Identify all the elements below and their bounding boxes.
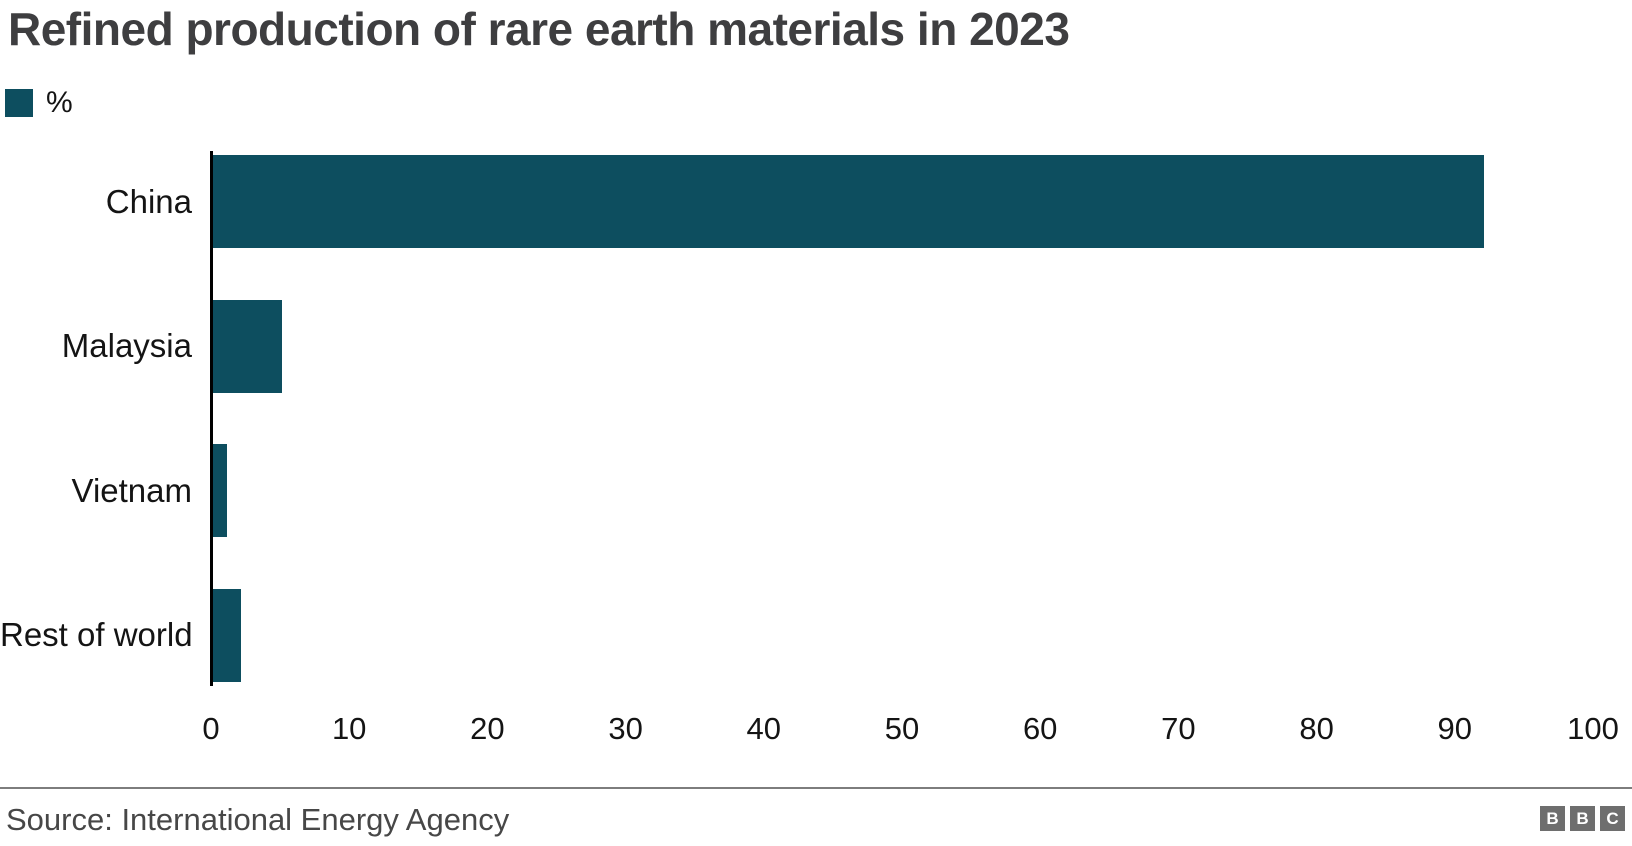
- bbc-logo-letter: C: [1600, 806, 1625, 831]
- chart-title: Refined production of rare earth materia…: [8, 3, 1070, 55]
- bar-category-label: Rest of world: [0, 616, 193, 653]
- bar-malaysia: [213, 299, 283, 393]
- x-axis-tick-label: 90: [1437, 711, 1473, 746]
- x-axis-tick-label: 40: [746, 711, 782, 746]
- x-axis-tick-label: 0: [202, 711, 220, 746]
- bar-category-label: Malaysia: [61, 327, 192, 364]
- bar-china: [213, 155, 1485, 248]
- x-axis-tick-label: 60: [1022, 711, 1058, 746]
- bbc-logo-letter: B: [1570, 806, 1595, 831]
- bar-category-label: Vietnam: [71, 471, 192, 509]
- legend: %: [5, 86, 73, 120]
- x-axis-tick-label: 30: [608, 711, 643, 746]
- y-axis-line: [210, 151, 213, 686]
- footer-divider: [0, 787, 1632, 789]
- bar-rest-of-world: [213, 588, 241, 682]
- x-axis-tick-label: 50: [884, 711, 920, 746]
- bar-vietnam: [213, 444, 227, 537]
- x-axis-tick-label: 80: [1299, 711, 1334, 746]
- source-text: Source: International Energy Agency: [6, 802, 510, 837]
- bar-category-label: China: [105, 182, 192, 220]
- x-axis-tick-label: 10: [331, 711, 367, 746]
- bbc-logo-letter: B: [1540, 806, 1565, 831]
- x-axis-tick-label: 70: [1161, 711, 1196, 746]
- plot-area: China Malaysia Vietnam Rest of world 0 10 20 30…: [0, 151, 1619, 746]
- legend-label: %: [46, 86, 73, 119]
- x-axis-tick-label: 100: [1567, 711, 1619, 746]
- x-axis-tick-label: 20: [470, 711, 505, 746]
- legend-swatch: [5, 89, 33, 117]
